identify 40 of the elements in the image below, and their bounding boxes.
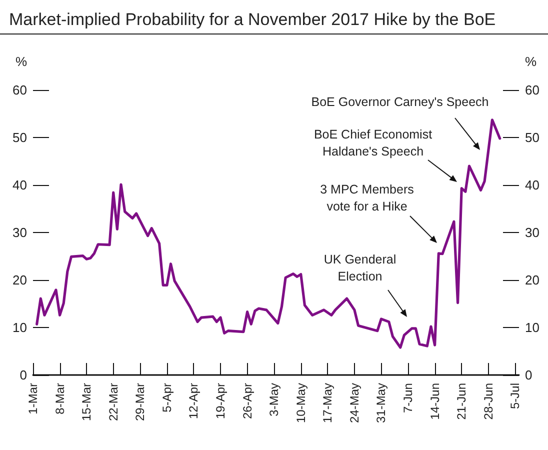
y2-tick-label: 0 (525, 368, 532, 382)
y2-tick-label: 50 (525, 130, 540, 145)
y-tick-label: 0 (20, 368, 27, 382)
annotation: 3 MPC Members vote for a Hike (320, 182, 414, 214)
x-tick-label: 24-May (347, 383, 362, 424)
x-tick-label: 1-Mar (26, 383, 40, 414)
x-tick-label: 10-May (294, 383, 308, 424)
x-tick-label: 7-Jun (401, 383, 416, 414)
y-tick-label: 20 (12, 272, 27, 288)
x-tick-label: 12-Apr (186, 383, 201, 420)
y-tick-label: 30 (12, 225, 27, 240)
x-tick-label: 14-Jun (428, 383, 442, 420)
x-tick-label: 8-Mar (52, 383, 67, 414)
x-tick-label: 19-Apr (214, 383, 228, 420)
y-axis-title: % (15, 54, 28, 69)
y2-tick-label: 20 (525, 272, 540, 288)
x-tick-label: 21-Jun (454, 383, 469, 420)
x-tick-label: 5-Jul (508, 383, 522, 410)
y-tick-label: 10 (12, 320, 27, 335)
x-tick-label: 31-May (374, 383, 388, 424)
chart-title: Market-implied Probability for a November 2017 Hike by the BoE (9, 10, 496, 29)
y2-tick-label: 40 (525, 178, 540, 192)
annotation: UK Genderal Election (324, 252, 396, 284)
annotation: BoE Governor Carney's Speech (311, 95, 489, 109)
x-tick-label: 22-Mar (106, 383, 120, 422)
y2-tick-label: 60 (525, 82, 540, 98)
y2-axis-title: % (525, 54, 537, 69)
x-tick-label: 17-May (320, 383, 335, 424)
x-tick-label: 15-Mar (80, 383, 94, 422)
annotation: BoE Chief Economist Haldane's Speech (314, 128, 433, 158)
x-tick-label: 28-Jun (481, 383, 496, 420)
x-tick-label: 5-Apr (160, 382, 174, 412)
x-tick-label: 29-Mar (133, 383, 148, 422)
y-tick-label: 40 (12, 178, 27, 192)
y2-tick-label: 10 (525, 320, 540, 335)
y-tick-label: 60 (12, 82, 27, 98)
y-tick-label: 50 (12, 130, 27, 145)
x-tick-label: 26-Apr (240, 383, 254, 420)
x-tick-label: 3-May (267, 383, 282, 416)
y2-tick-label: 30 (525, 225, 540, 240)
